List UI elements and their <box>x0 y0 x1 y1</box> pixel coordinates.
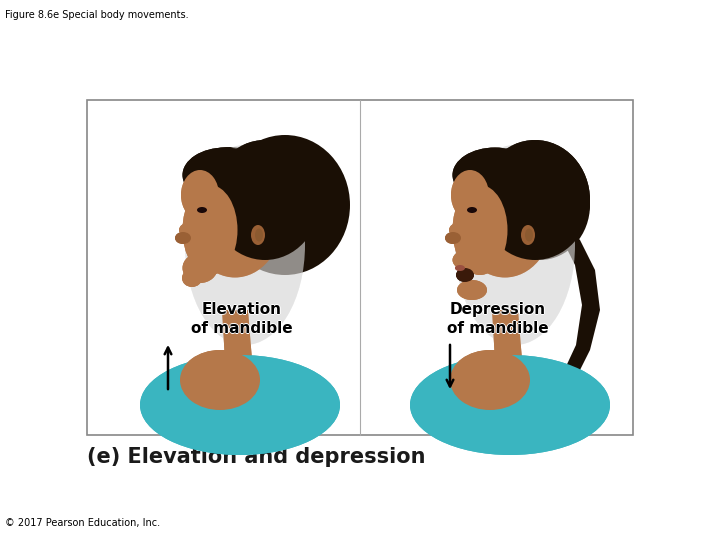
Ellipse shape <box>180 350 260 410</box>
Ellipse shape <box>456 268 474 282</box>
Ellipse shape <box>455 145 575 345</box>
Text: Depression
of mandible: Depression of mandible <box>446 302 548 335</box>
Ellipse shape <box>251 225 265 245</box>
Ellipse shape <box>490 150 590 260</box>
Ellipse shape <box>182 269 202 287</box>
Ellipse shape <box>480 140 590 260</box>
Ellipse shape <box>451 170 489 220</box>
Ellipse shape <box>140 355 340 455</box>
Ellipse shape <box>452 147 538 202</box>
Ellipse shape <box>197 207 207 213</box>
Ellipse shape <box>455 265 465 271</box>
Ellipse shape <box>182 147 268 202</box>
Ellipse shape <box>179 223 197 237</box>
Ellipse shape <box>445 232 461 244</box>
Ellipse shape <box>452 147 538 202</box>
Ellipse shape <box>452 185 508 275</box>
Ellipse shape <box>182 253 217 283</box>
Ellipse shape <box>450 350 530 410</box>
Text: (e) Elevation and depression: (e) Elevation and depression <box>87 447 426 467</box>
Text: Elevation
of mandible: Elevation of mandible <box>192 302 294 335</box>
Ellipse shape <box>210 140 320 260</box>
Ellipse shape <box>562 224 582 236</box>
Bar <box>88 101 360 434</box>
Ellipse shape <box>521 225 535 245</box>
Ellipse shape <box>451 170 489 220</box>
Ellipse shape <box>410 355 610 455</box>
Polygon shape <box>222 310 252 360</box>
Ellipse shape <box>467 207 477 213</box>
Ellipse shape <box>455 145 575 345</box>
Ellipse shape <box>452 185 508 275</box>
Text: Depression
of mandible: Depression of mandible <box>447 302 549 335</box>
Text: Elevation
of mandible: Elevation of mandible <box>190 302 292 335</box>
Ellipse shape <box>185 145 305 345</box>
Text: Depression
of mandible: Depression of mandible <box>448 302 550 335</box>
Ellipse shape <box>187 163 282 278</box>
Ellipse shape <box>457 280 487 300</box>
Ellipse shape <box>445 232 461 244</box>
Polygon shape <box>222 310 252 360</box>
Ellipse shape <box>181 170 219 220</box>
Ellipse shape <box>457 163 552 278</box>
Bar <box>360 101 632 434</box>
Ellipse shape <box>255 228 263 241</box>
Ellipse shape <box>467 207 477 213</box>
Polygon shape <box>492 310 522 360</box>
Ellipse shape <box>452 249 487 271</box>
Ellipse shape <box>220 135 350 275</box>
Ellipse shape <box>210 140 320 260</box>
Ellipse shape <box>521 225 535 245</box>
Ellipse shape <box>190 147 270 197</box>
Ellipse shape <box>449 223 467 237</box>
Ellipse shape <box>251 225 265 245</box>
Ellipse shape <box>410 355 610 455</box>
Text: Elevation
of mandible: Elevation of mandible <box>192 302 293 335</box>
Ellipse shape <box>179 223 197 237</box>
Text: Elevation
of mandible: Elevation of mandible <box>192 303 293 336</box>
Ellipse shape <box>450 350 530 410</box>
Ellipse shape <box>457 280 487 300</box>
Ellipse shape <box>197 207 207 213</box>
Ellipse shape <box>480 140 590 260</box>
Text: Depression
of mandible: Depression of mandible <box>447 301 549 335</box>
Text: Elevation
of mandible: Elevation of mandible <box>192 301 293 335</box>
Text: Depression
of mandible: Depression of mandible <box>447 303 549 336</box>
Ellipse shape <box>187 163 282 278</box>
Ellipse shape <box>185 145 305 345</box>
Ellipse shape <box>455 265 465 271</box>
Ellipse shape <box>456 268 474 282</box>
Ellipse shape <box>182 185 238 275</box>
Text: © 2017 Pearson Education, Inc.: © 2017 Pearson Education, Inc. <box>5 518 160 528</box>
Ellipse shape <box>175 232 191 244</box>
Ellipse shape <box>182 269 202 287</box>
Ellipse shape <box>175 232 191 244</box>
Ellipse shape <box>140 355 340 455</box>
Ellipse shape <box>180 350 260 410</box>
Ellipse shape <box>477 147 562 202</box>
Ellipse shape <box>449 223 467 237</box>
Ellipse shape <box>182 253 217 283</box>
Polygon shape <box>548 220 600 400</box>
Ellipse shape <box>182 147 268 202</box>
Polygon shape <box>492 310 522 360</box>
Ellipse shape <box>181 170 219 220</box>
Ellipse shape <box>525 228 533 241</box>
Ellipse shape <box>457 163 552 278</box>
Ellipse shape <box>255 228 263 241</box>
Bar <box>87 100 633 435</box>
Text: Figure 8.6e Special body movements.: Figure 8.6e Special body movements. <box>5 10 189 20</box>
Ellipse shape <box>452 249 487 271</box>
Ellipse shape <box>182 185 238 275</box>
Ellipse shape <box>525 228 533 241</box>
